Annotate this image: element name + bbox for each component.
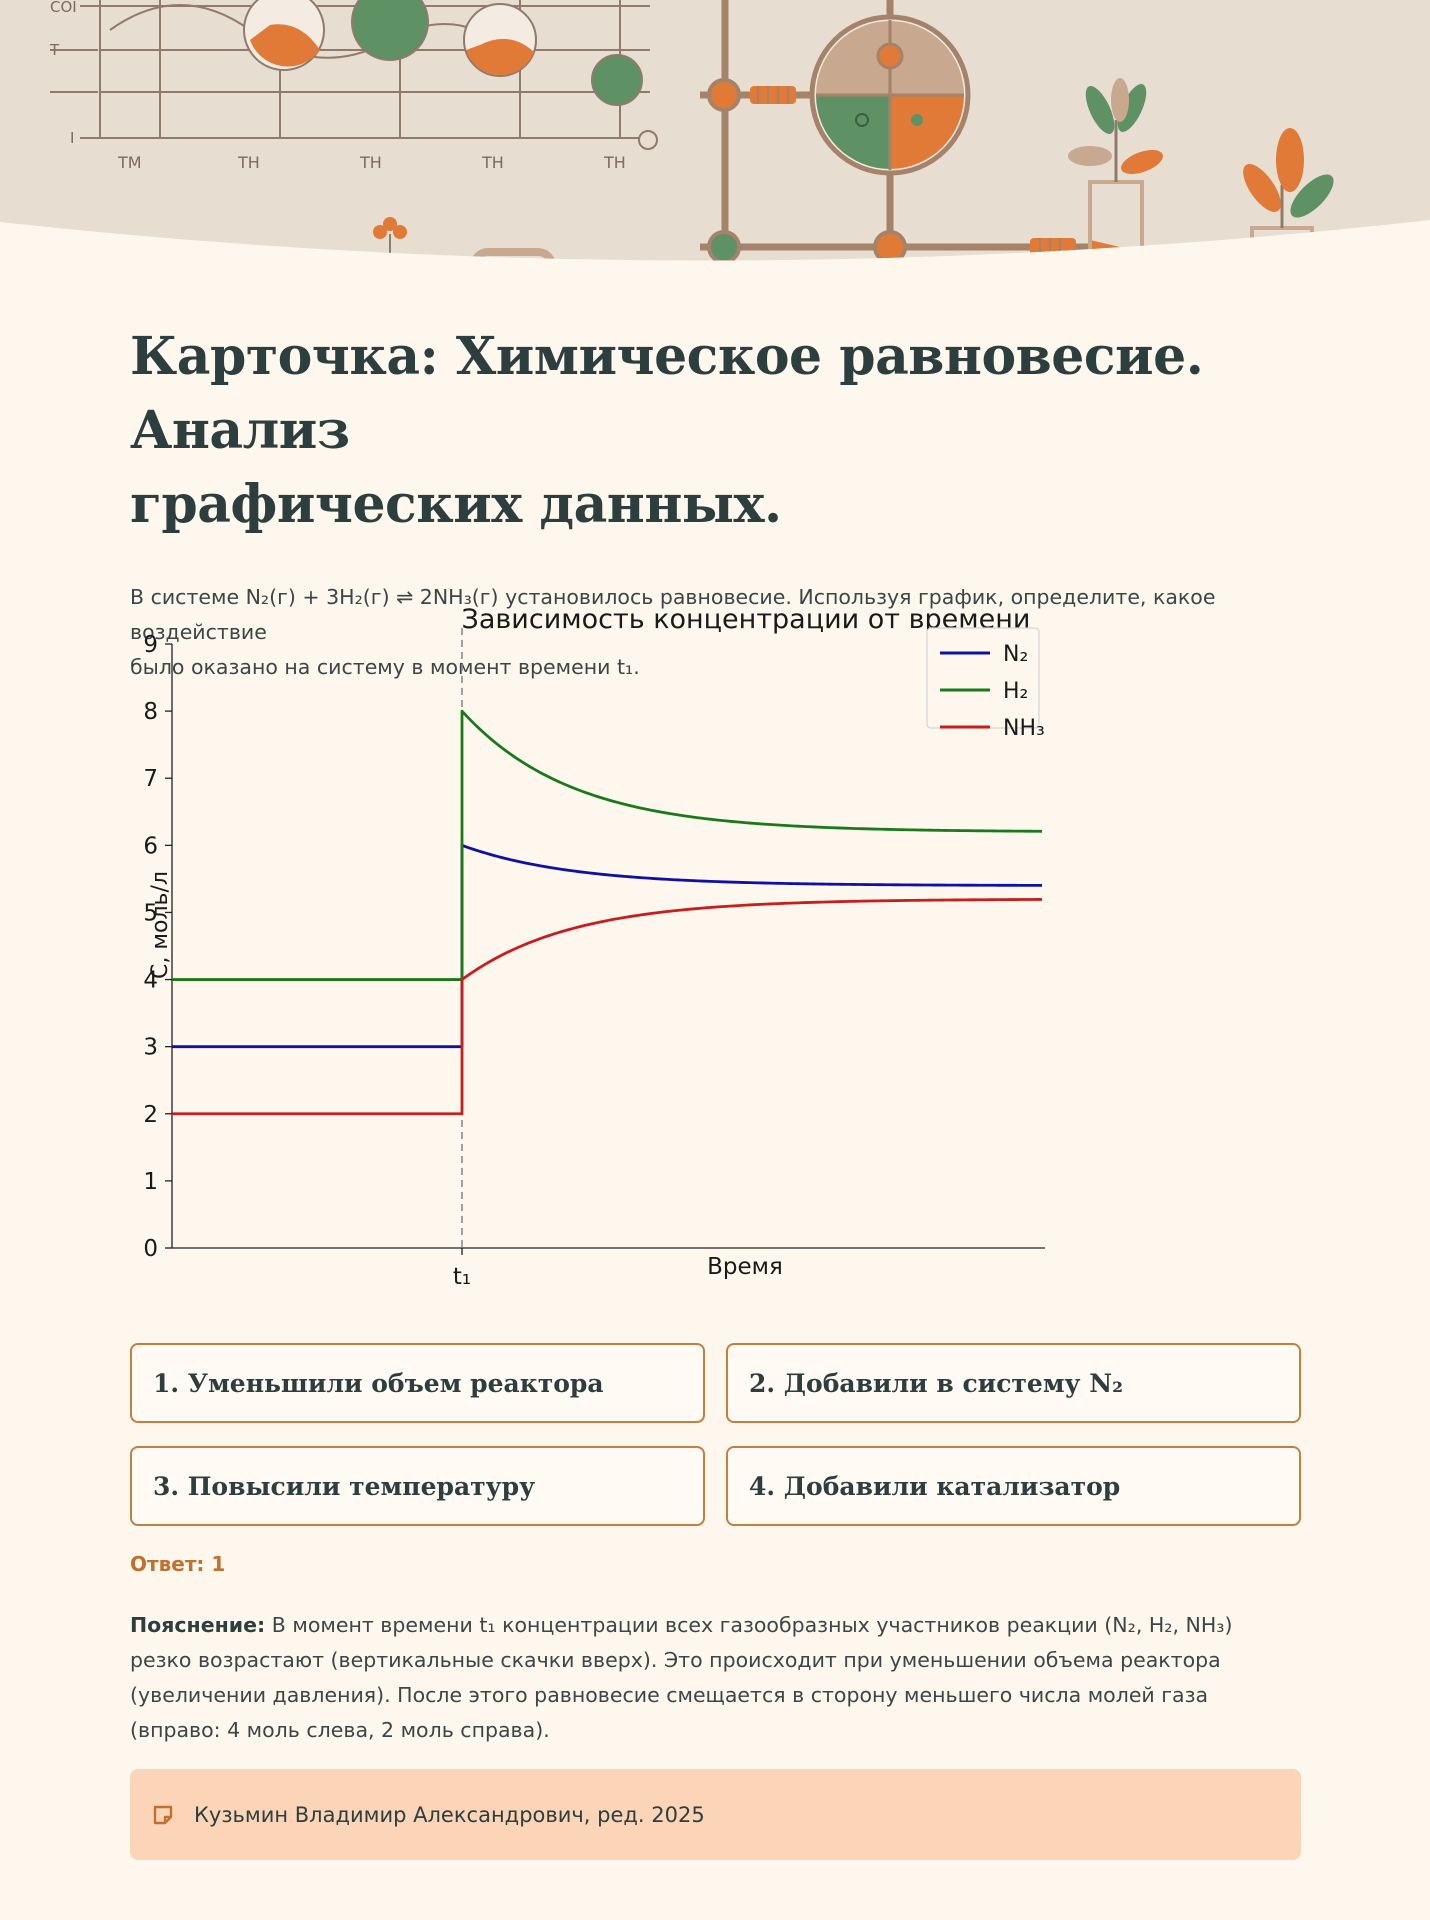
explanation: Пояснение: В момент времени t₁ концентра… <box>130 1608 1300 1748</box>
chart-series <box>172 709 1043 1116</box>
series-line-1 <box>172 709 1043 981</box>
page-title-line-1: Карточка: Химическое равновесие. Анализ <box>130 326 1204 461</box>
banner-tick-0: TM <box>117 153 142 172</box>
banner-tick-3: TH <box>481 153 504 172</box>
author-text: Кузьмин Владимир Александрович, ред. 202… <box>194 1802 705 1827</box>
legend-label-2: NH₃ <box>1003 716 1045 741</box>
banner-tick-4: TH <box>603 153 626 172</box>
banner-axis-label-0: COI <box>50 0 77 16</box>
task-description-line-1: В системе N₂(г) + 3H₂(г) ⇌ 2NH₃(г) устан… <box>130 585 1216 644</box>
y-tick-label: 4 <box>143 968 158 994</box>
banner-tick-1: TH <box>237 153 260 172</box>
legend-label-0: N₂ <box>1003 642 1028 667</box>
y-tick-label: 6 <box>143 833 158 859</box>
explanation-label: Пояснение: <box>130 1613 266 1637</box>
answer-options: 1. Уменьшили объем реактора 2. Добавили … <box>130 1343 1301 1526</box>
y-tick-label: 8 <box>143 699 158 725</box>
y-tick-label: 5 <box>143 900 158 926</box>
y-tick-label: 2 <box>143 1102 158 1128</box>
option-1[interactable]: 1. Уменьшили объем реактора <box>130 1343 705 1423</box>
explanation-text: В момент времени t₁ концентрации всех га… <box>130 1613 1233 1742</box>
banner-tick-2: TH <box>359 153 382 172</box>
option-4[interactable]: 4. Добавили катализатор <box>726 1446 1301 1526</box>
series-line-2 <box>172 898 1043 1116</box>
note-icon <box>153 1805 173 1824</box>
page-title: Карточка: Химическое равновесие. Анализ … <box>130 320 1300 542</box>
task-description: В системе N₂(г) + 3H₂(г) ⇌ 2NH₃(г) устан… <box>130 580 1300 685</box>
x-tick-label: t₁ <box>453 1264 471 1290</box>
y-tick-label: 1 <box>143 1169 158 1195</box>
answer-text: Ответ: 1 <box>130 1552 226 1576</box>
task-description-line-2: было оказано на систему в момент времени… <box>130 655 640 679</box>
y-tick-label: 7 <box>143 766 158 792</box>
y-tick-label: 0 <box>143 1236 158 1262</box>
chart-svg: Зависимость концентрации от времени 0123… <box>143 604 1045 1290</box>
banner-axis-label-1: T <box>49 41 60 59</box>
option-2[interactable]: 2. Добавили в систему N₂ <box>726 1343 1301 1423</box>
author-footer: Кузьмин Владимир Александрович, ред. 202… <box>130 1769 1301 1860</box>
y-tick-label: 3 <box>143 1035 158 1061</box>
chart-y-axis-label: C, моль/л <box>148 871 173 979</box>
chart-x-axis-label: Время <box>707 1254 783 1280</box>
legend-label-1: H₂ <box>1003 679 1028 704</box>
page-title-line-2: графических данных. <box>130 474 782 535</box>
option-3[interactable]: 3. Повысили температуру <box>130 1446 705 1526</box>
chart-legend: N₂ H₂ NH₃ <box>926 627 1045 741</box>
header-illustration: COI T I TM TH TH TH TH <box>0 0 1430 261</box>
series-line-0 <box>172 843 1043 1049</box>
chart-axes: 0 1 2 3 4 5 6 7 8 9 t₁ <box>143 628 1045 1290</box>
banner-axis-label-2: I <box>70 129 74 147</box>
y-tick-label: 9 <box>143 632 158 658</box>
